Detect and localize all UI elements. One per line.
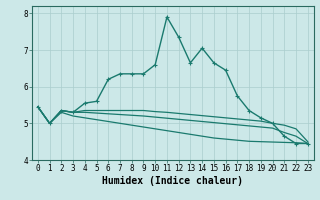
X-axis label: Humidex (Indice chaleur): Humidex (Indice chaleur) [102, 176, 243, 186]
